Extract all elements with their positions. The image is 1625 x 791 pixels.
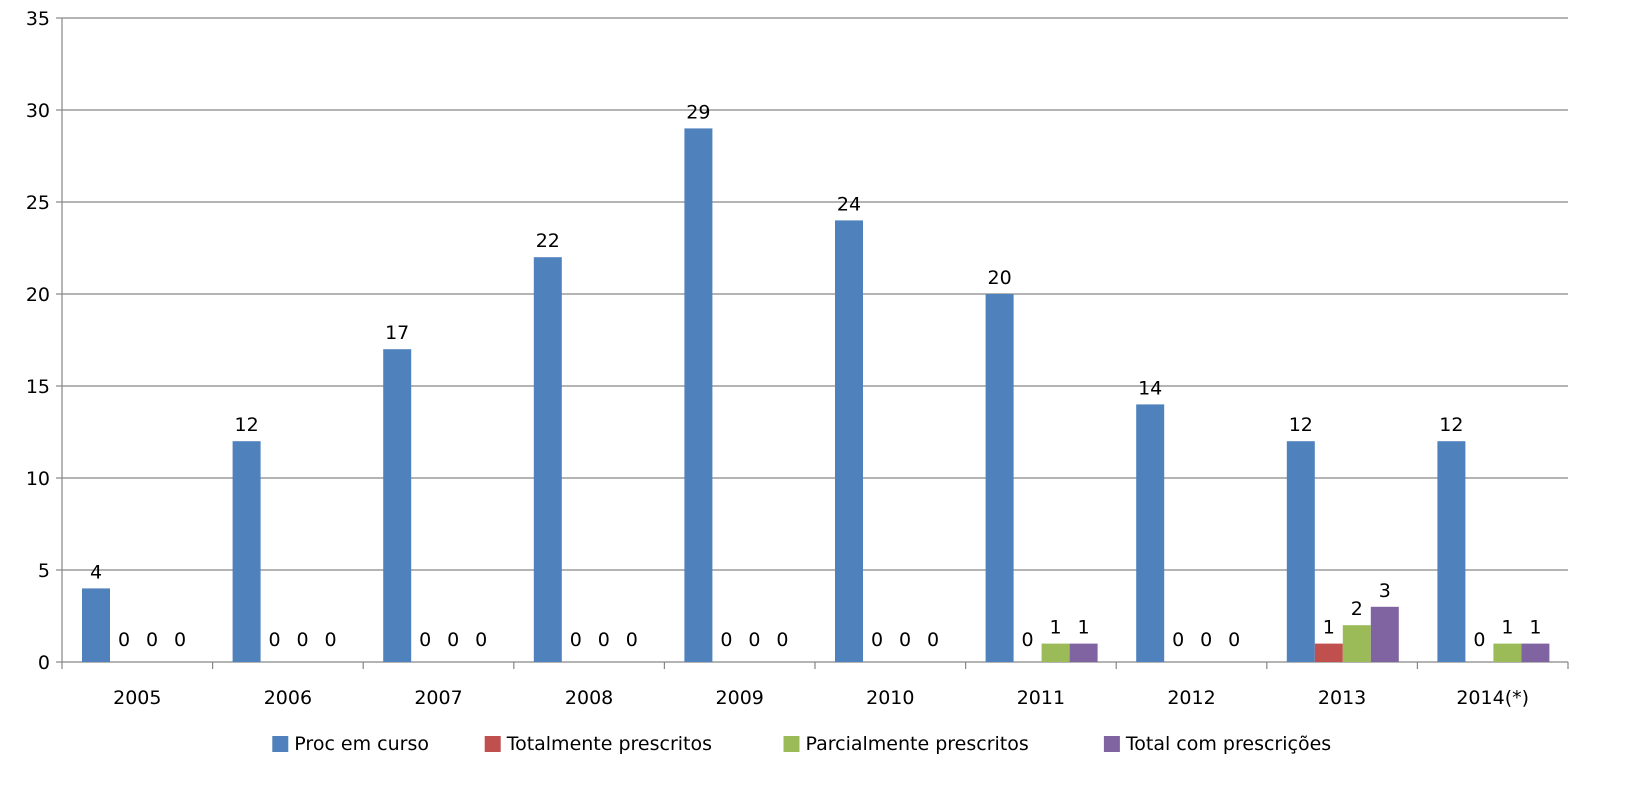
bar (1069, 643, 1098, 662)
bar (1041, 643, 1070, 662)
data-label: 2 (1351, 598, 1363, 620)
y-tick-label: 15 (26, 376, 50, 398)
data-label: 0 (720, 629, 732, 651)
data-label: 1 (1529, 617, 1541, 639)
data-label: 0 (871, 629, 883, 651)
legend-swatch (484, 736, 501, 752)
x-tick-label: 2009 (716, 687, 764, 709)
x-tick-label: 2005 (113, 687, 161, 709)
x-tick-label: 2011 (1017, 687, 1065, 709)
legend-label: Total com prescrições (1125, 733, 1331, 755)
y-tick-label: 0 (38, 652, 50, 674)
legend-swatch (272, 736, 289, 752)
x-tick-label: 2014(*) (1456, 687, 1529, 709)
bar (1136, 404, 1165, 662)
data-label: 1 (1501, 617, 1513, 639)
data-label: 0 (1473, 629, 1485, 651)
x-tick-label: 2006 (264, 687, 312, 709)
x-tick-label: 2007 (414, 687, 462, 709)
data-label: 0 (1200, 629, 1212, 651)
y-tick-label: 10 (26, 468, 50, 490)
bar (1342, 625, 1371, 662)
bar (82, 588, 110, 662)
data-label: 0 (419, 629, 431, 651)
data-label: 1 (1323, 617, 1335, 639)
data-label: 22 (536, 230, 560, 252)
y-tick-label: 30 (26, 100, 50, 122)
data-label: 0 (927, 629, 939, 651)
data-label: 24 (837, 193, 861, 215)
data-label: 0 (174, 629, 186, 651)
data-label: 0 (598, 629, 610, 651)
bar (1314, 643, 1343, 662)
gridlines (62, 17, 1568, 571)
data-label: 0 (475, 629, 487, 651)
data-label: 0 (570, 629, 582, 651)
data-label: 12 (1439, 414, 1463, 436)
data-label: 1 (1050, 617, 1062, 639)
data-label: 0 (118, 629, 130, 651)
data-label: 29 (686, 101, 710, 123)
bar (985, 294, 1014, 662)
x-tick-label: 2008 (565, 687, 613, 709)
bar (1286, 441, 1315, 662)
data-label: 12 (1289, 414, 1313, 436)
data-label: 0 (626, 629, 638, 651)
legend: Proc em curso Totalmente prescritos Parcia… (272, 733, 1331, 755)
data-label: 17 (385, 322, 409, 344)
legend-swatch (1103, 736, 1120, 752)
data-label: 0 (899, 629, 911, 651)
bar (1493, 643, 1522, 662)
bar (1437, 441, 1466, 662)
bar (835, 220, 863, 662)
data-label: 1 (1078, 617, 1090, 639)
bar (1370, 606, 1399, 662)
data-label: 14 (1138, 377, 1162, 399)
x-tick-label: 2013 (1318, 687, 1366, 709)
data-label: 0 (447, 629, 459, 651)
data-label: 0 (1172, 629, 1184, 651)
legend-label: Proc em curso (294, 733, 429, 755)
legend-label: Parcialmente prescritos (806, 733, 1029, 755)
legend-swatch (783, 736, 800, 752)
data-label: 0 (776, 629, 788, 651)
bar (383, 349, 412, 662)
x-tick-label: 2012 (1167, 687, 1215, 709)
bar (232, 441, 261, 662)
data-label: 0 (325, 629, 337, 651)
data-label: 20 (988, 267, 1012, 289)
data-label: 0 (297, 629, 309, 651)
bar (1521, 643, 1550, 662)
x-tick-label: 2010 (866, 687, 914, 709)
legend-label: Totalmente prescritos (506, 733, 712, 755)
data-label: 0 (1228, 629, 1240, 651)
data-label: 3 (1379, 580, 1391, 602)
y-tick-label: 5 (38, 560, 50, 582)
bar (684, 128, 713, 662)
bars (82, 128, 1550, 662)
data-label: 0 (1022, 629, 1034, 651)
data-label: 12 (235, 414, 259, 436)
data-label: 0 (146, 629, 158, 651)
data-label: 0 (269, 629, 281, 651)
y-tick-label: 35 (26, 8, 50, 30)
data-label: 4 (90, 561, 102, 583)
data-label: 0 (748, 629, 760, 651)
y-tick-label: 20 (26, 284, 50, 306)
y-tick-label: 25 (26, 192, 50, 214)
bar (533, 257, 562, 662)
